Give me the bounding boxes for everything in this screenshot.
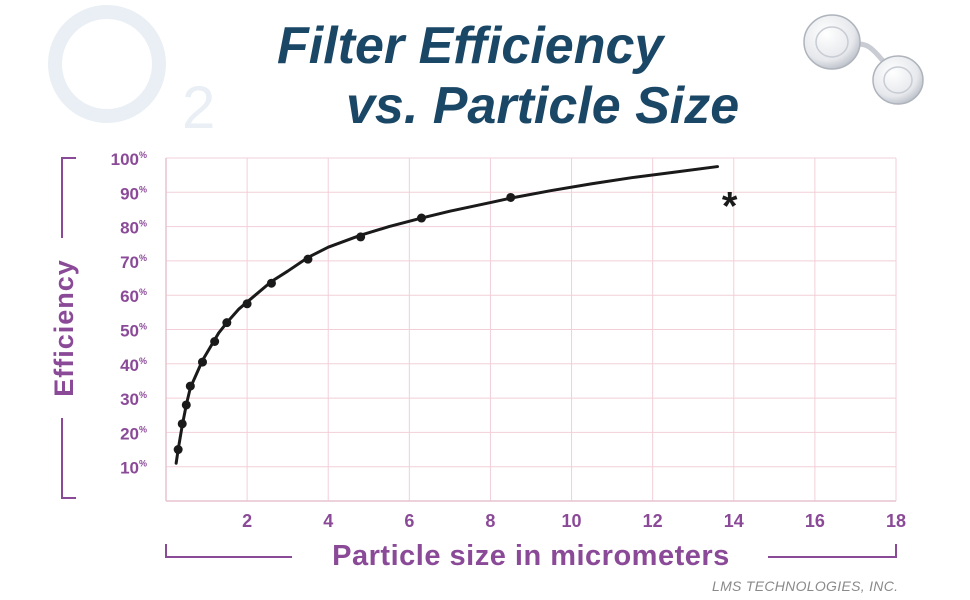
chart-grid — [166, 157, 897, 501]
nasal-filter-illustration — [803, 14, 924, 105]
o2-watermark: 2 — [48, 5, 215, 140]
y-tick-suffix: % — [139, 356, 147, 366]
y-tick-label: 10% — [120, 459, 147, 478]
data-point — [181, 400, 191, 410]
data-point — [198, 357, 207, 367]
data-point — [242, 299, 252, 309]
data-point — [506, 192, 516, 202]
y-tick-label: 80% — [120, 219, 147, 238]
y-tick-label: 30% — [120, 390, 147, 409]
filter-cup-left-inner — [815, 26, 849, 58]
y-tick-label: 60% — [120, 287, 147, 306]
data-point — [222, 318, 232, 328]
y-tick-label: 90% — [120, 184, 147, 203]
y-tick-suffix: % — [139, 424, 147, 434]
y-tick-suffix: % — [139, 459, 147, 469]
data-point — [185, 381, 195, 391]
y-tick-suffix: % — [139, 253, 147, 263]
x-tick-label: 6 — [404, 511, 414, 531]
y-tick-labels: 10% 20% 30% 40% 50% 60% 70% 80% 90% 100% — [111, 150, 147, 478]
x-tick-label: 8 — [485, 511, 495, 531]
y-axis-label: Efficiency — [49, 259, 79, 397]
y-tick-suffix: % — [139, 184, 147, 194]
y-tick-suffix: % — [139, 390, 147, 400]
filter-cup-right — [872, 55, 924, 105]
x-tick-label: 2 — [242, 511, 252, 531]
x-tick-label: 14 — [724, 511, 744, 531]
y-tick-label: 40% — [120, 356, 147, 375]
x-axis-label: Particle size in micrometers — [332, 540, 730, 572]
x-tick-label: 12 — [643, 511, 663, 531]
data-point — [417, 213, 426, 223]
filter-cup-left — [803, 14, 861, 70]
data-point — [356, 232, 366, 242]
chart-title: Filter Efficiency vs. Particle Size — [0, 0, 970, 140]
x-tick-label: 16 — [805, 511, 825, 531]
y-tick-label: 50% — [120, 322, 147, 341]
data-points — [173, 192, 516, 455]
data-point — [266, 278, 276, 288]
data-point — [177, 419, 187, 429]
data-point — [210, 337, 220, 347]
y-bracket-bottom — [61, 418, 76, 499]
chart-title-line1: Filter Efficiency — [277, 17, 664, 75]
o2-watermark-subscript: 2 — [182, 74, 215, 140]
data-point — [173, 445, 183, 455]
x-tick-label: 18 — [886, 511, 906, 531]
y-tick-label: 70% — [120, 253, 147, 272]
chart-axes — [165, 158, 896, 502]
chart-title-line2: vs. Particle Size — [346, 77, 740, 135]
efficiency-curve — [174, 165, 720, 465]
y-bracket-top — [61, 157, 76, 238]
annotation-asterisk: * — [722, 184, 738, 228]
axis-brackets — [61, 157, 897, 558]
data-point — [303, 254, 313, 264]
x-tick-label: 4 — [323, 511, 333, 531]
y-tick-suffix: % — [139, 219, 147, 229]
y-tick-suffix: % — [139, 150, 147, 160]
o2-watermark-ring — [48, 5, 166, 123]
y-tick-suffix: % — [139, 322, 147, 332]
y-tick-label: 20% — [120, 424, 147, 443]
y-tick-suffix: % — [139, 287, 147, 297]
x-tick-labels: 2 4 6 8 10 12 14 16 18 — [242, 511, 906, 531]
source-credit: LMS TECHNOLOGIES, INC. — [712, 578, 899, 594]
y-tick-label: 100% — [111, 150, 147, 169]
x-bracket-left — [165, 544, 292, 558]
x-bracket-right — [768, 544, 897, 558]
filter-cup-right-inner — [883, 66, 913, 94]
x-tick-label: 10 — [562, 511, 582, 531]
